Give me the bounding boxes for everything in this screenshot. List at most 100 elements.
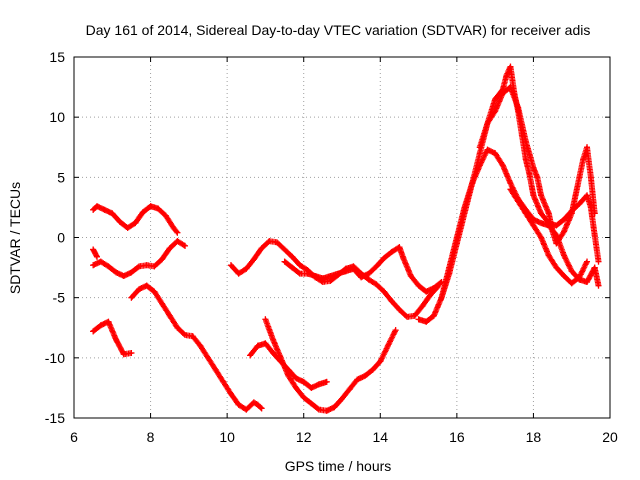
data-point bbox=[476, 162, 483, 169]
data-point bbox=[591, 210, 598, 217]
series-trace-2 bbox=[90, 238, 189, 280]
data-point bbox=[522, 138, 529, 145]
series-trace-3 bbox=[90, 246, 100, 260]
data-point bbox=[453, 234, 460, 241]
data-point bbox=[136, 263, 143, 270]
data-point bbox=[427, 292, 434, 299]
series-trace-9 bbox=[262, 316, 399, 414]
data-point bbox=[538, 220, 545, 227]
data-point bbox=[530, 164, 537, 171]
data-point bbox=[507, 186, 514, 193]
data-point bbox=[113, 336, 120, 343]
data-point bbox=[120, 351, 127, 358]
data-point bbox=[220, 378, 227, 385]
series-trace-6 bbox=[227, 238, 441, 320]
x-tick-label: 12 bbox=[296, 429, 312, 445]
data-point bbox=[484, 120, 491, 127]
data-point bbox=[339, 395, 345, 402]
series-trace-5 bbox=[128, 282, 265, 413]
y-tick-label: 10 bbox=[49, 109, 65, 125]
data-point bbox=[576, 274, 583, 281]
data-point bbox=[205, 354, 211, 361]
data-point bbox=[515, 104, 522, 111]
data-point bbox=[132, 220, 139, 227]
data-point bbox=[143, 262, 150, 269]
data-point bbox=[212, 366, 219, 373]
series-trace-4 bbox=[90, 318, 135, 358]
data-point bbox=[143, 282, 150, 289]
data-point bbox=[285, 372, 292, 379]
data-point bbox=[105, 263, 112, 270]
data-point bbox=[116, 218, 123, 225]
data-point bbox=[270, 336, 277, 343]
data-point bbox=[446, 264, 453, 271]
data-point bbox=[384, 342, 391, 349]
data-point bbox=[522, 156, 529, 163]
data-point bbox=[354, 376, 361, 383]
data-point bbox=[530, 222, 537, 229]
data-point bbox=[289, 264, 296, 271]
data-point bbox=[476, 150, 483, 157]
x-axis-label: GPS time / hours bbox=[285, 458, 392, 474]
data-point bbox=[346, 386, 353, 393]
data-point bbox=[105, 318, 112, 325]
x-tick-label: 8 bbox=[147, 429, 155, 445]
data-point bbox=[90, 246, 97, 253]
data-point bbox=[484, 146, 491, 153]
data-point bbox=[561, 228, 568, 235]
data-point bbox=[492, 96, 499, 103]
data-point bbox=[545, 210, 552, 217]
data-point bbox=[553, 240, 560, 247]
data-point bbox=[281, 246, 288, 253]
data-point bbox=[538, 234, 545, 241]
data-point bbox=[553, 222, 560, 229]
data-point bbox=[335, 270, 342, 277]
data-point bbox=[159, 256, 166, 263]
y-tick-label: 15 bbox=[49, 49, 65, 65]
data-point bbox=[293, 375, 300, 382]
data-point bbox=[182, 331, 189, 338]
data-point bbox=[365, 270, 372, 277]
y-tick-label: -10 bbox=[45, 350, 65, 366]
data-point bbox=[561, 252, 568, 259]
data-point bbox=[101, 206, 108, 213]
data-point bbox=[591, 232, 598, 239]
y-axis-label: SDTVAR / TECUs bbox=[7, 182, 23, 294]
data-point bbox=[568, 268, 575, 275]
data-point bbox=[503, 72, 510, 79]
data-point bbox=[227, 390, 234, 397]
data-point bbox=[365, 276, 372, 283]
data-point bbox=[411, 312, 418, 319]
data-point bbox=[342, 268, 349, 275]
data-point bbox=[243, 265, 250, 272]
data-layer bbox=[90, 63, 602, 414]
data-point bbox=[128, 269, 135, 276]
data-point bbox=[139, 209, 146, 216]
data-point bbox=[545, 252, 552, 259]
data-point bbox=[515, 198, 522, 205]
data-point bbox=[396, 244, 403, 251]
data-point bbox=[530, 192, 537, 199]
data-point bbox=[377, 358, 384, 365]
data-point bbox=[568, 280, 575, 287]
data-point bbox=[538, 210, 545, 217]
data-point bbox=[415, 316, 422, 323]
data-point bbox=[438, 294, 445, 301]
y-tick-label: 5 bbox=[57, 169, 65, 185]
data-point bbox=[396, 306, 403, 313]
data-point bbox=[151, 263, 158, 270]
data-point bbox=[507, 84, 514, 91]
tick-layer: 6 8 10 12 14 16 18 20 15 10 5 0 -5 -10 -15 bbox=[45, 49, 618, 445]
data-point bbox=[166, 312, 173, 319]
y-tick-label: -15 bbox=[45, 410, 65, 426]
data-point bbox=[97, 322, 104, 329]
series-trace-12 bbox=[476, 84, 598, 247]
data-point bbox=[93, 203, 100, 210]
data-point bbox=[430, 312, 437, 319]
data-point bbox=[522, 210, 529, 217]
data-point bbox=[300, 394, 307, 401]
data-point bbox=[250, 256, 257, 263]
data-point bbox=[526, 171, 533, 178]
data-point bbox=[289, 253, 296, 260]
data-point bbox=[392, 327, 399, 334]
